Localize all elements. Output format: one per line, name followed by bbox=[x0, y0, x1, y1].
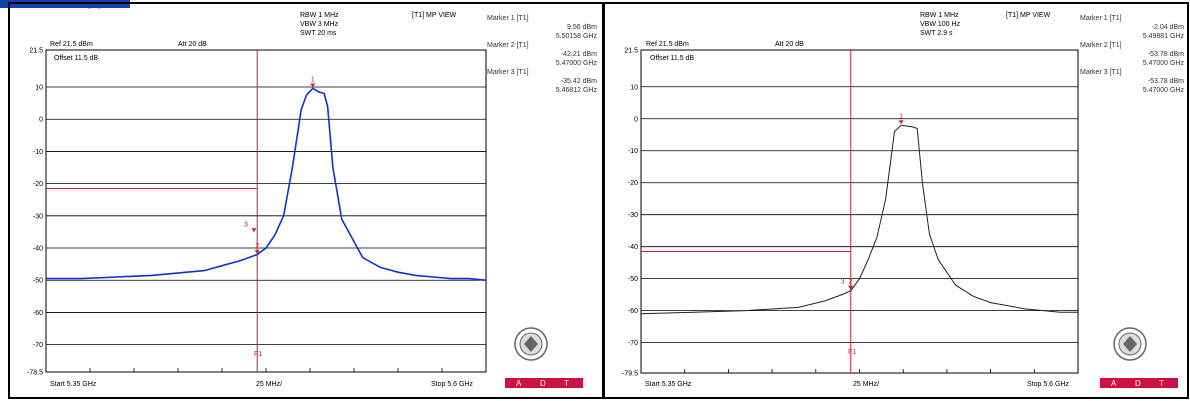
header-tab bbox=[0, 0, 130, 8]
y-tick-label-left: 10 bbox=[35, 85, 43, 92]
offset-label-left: Offset 11.5 dB bbox=[54, 55, 98, 62]
plot-area-left: 21.5 10 0 -10 -20 -30 -40 -50 -60 -70 -78.5 1 2 3 bbox=[27, 48, 487, 377]
certification-seal-icon bbox=[1113, 327, 1147, 361]
adt-bar-left: A D T bbox=[505, 378, 583, 388]
att-label-left: Att 20 dB bbox=[178, 41, 207, 48]
span-label-left: 25 MHz/ bbox=[256, 381, 282, 388]
y-tick-label-right: -20 bbox=[628, 180, 638, 187]
stop-label-right: Stop 5.6 GHz bbox=[1027, 381, 1070, 388]
y-tick-label-right: -50 bbox=[628, 276, 638, 283]
marker3-level-left: -35.42 dBm bbox=[560, 78, 597, 85]
certification-seal-icon bbox=[514, 327, 548, 361]
y-tick-label-left: -40 bbox=[33, 246, 43, 253]
marker3-title-right: Marker 3 [T1] bbox=[1080, 69, 1122, 76]
marker-panel-right: Marker 1 [T1] -2.04 dBm 5.49881 GHz Mark… bbox=[1080, 14, 1184, 95]
panel-right-frame bbox=[603, 2, 1189, 399]
limit-mark-right: F1 bbox=[848, 349, 856, 356]
marker-label-3-right: 3 bbox=[841, 279, 845, 286]
header-label: (b) bbox=[86, 0, 103, 9]
y-tick-label-left: -20 bbox=[33, 181, 43, 188]
y-tick-label-left: -50 bbox=[33, 278, 43, 285]
adt-a-right: A bbox=[1111, 379, 1117, 388]
marker-1-left bbox=[310, 83, 316, 88]
marker1-freq-left: 5.50158 GHz bbox=[555, 33, 597, 40]
marker-label-2-right: 2 bbox=[849, 279, 853, 286]
marker-label-1-right: 1 bbox=[899, 113, 903, 120]
marker-1-right bbox=[898, 120, 904, 125]
y-tick-label-right: -30 bbox=[628, 212, 638, 219]
marker2-level-right: -53.78 dBm bbox=[1147, 51, 1184, 58]
offset-label-right: Offset 11.5 dB bbox=[650, 55, 694, 62]
marker3-freq-left: 5.46812 GHz bbox=[555, 87, 597, 94]
swt-label-left: SWT 20 ms bbox=[300, 30, 337, 37]
adt-bar-right: A D T bbox=[1100, 378, 1178, 388]
mode-label-left: [T1] MP VIEW bbox=[412, 12, 457, 19]
y-tick-label-right: 0 bbox=[634, 116, 638, 123]
y-tick-label-left: -70 bbox=[33, 342, 43, 349]
y-tick-label-left: -10 bbox=[33, 149, 43, 156]
marker1-level-left: 9.56 dBm bbox=[567, 24, 597, 31]
swt-label-right: SWT 2.9 s bbox=[920, 30, 953, 37]
marker3-freq-right: 5.47000 GHz bbox=[1142, 87, 1184, 94]
y-tick-label-left: -30 bbox=[33, 213, 43, 220]
marker-label-3-left: 3 bbox=[244, 221, 248, 228]
limit-mark-left: F1 bbox=[254, 351, 262, 358]
marker-3-left bbox=[251, 228, 257, 233]
trace-line-right bbox=[640, 124, 1078, 315]
rbw-label-left: RBW 1 MHz bbox=[300, 12, 339, 19]
plot-area-right: 21.5 10 0 -10 -20 -30 -40 -50 -60 -70 -79.5 1 23 bbox=[622, 48, 1079, 378]
stop-label-left: Stop 5.6 GHz bbox=[431, 381, 474, 388]
y-tick-label-left: -60 bbox=[33, 310, 43, 317]
y-tick-label-right: 10 bbox=[630, 84, 638, 91]
marker1-title-left: Marker 1 [T1] bbox=[487, 15, 529, 22]
y-tick-label-right: -60 bbox=[628, 308, 638, 315]
marker2-title-left: Marker 2 [T1] bbox=[487, 42, 529, 49]
marker-3-right bbox=[848, 285, 854, 290]
vbw-label-right: VBW 100 Hz bbox=[920, 21, 961, 28]
rbw-label-right: RBW 1 MHz bbox=[920, 12, 959, 19]
marker3-level-right: -53.78 dBm bbox=[1147, 78, 1184, 85]
marker1-freq-right: 5.49881 GHz bbox=[1142, 33, 1184, 40]
marker1-level-right: -2.04 dBm bbox=[1151, 24, 1184, 31]
y-tick-label-left: -78.5 bbox=[27, 370, 43, 377]
adt-d-left: D bbox=[540, 379, 546, 388]
plot-frame-right bbox=[640, 49, 1079, 374]
y-tick-label-right: 21.5 bbox=[624, 48, 638, 55]
y-tick-label-right: -40 bbox=[628, 244, 638, 251]
adt-d-right: D bbox=[1135, 379, 1141, 388]
y-tick-label-left: 0 bbox=[39, 117, 43, 124]
y-tick-label-right: -79.5 bbox=[622, 371, 638, 378]
vbw-label-left: VBW 3 MHz bbox=[300, 21, 339, 28]
mode-label-right: [T1] MP VIEW bbox=[1006, 12, 1051, 19]
start-label-right: Start 5.35 GHz bbox=[645, 381, 692, 388]
ref-label-right: Ref 21.5 dBm bbox=[646, 41, 689, 48]
adt-t-right: T bbox=[1159, 379, 1164, 388]
marker2-freq-left: 5.47000 GHz bbox=[555, 60, 597, 67]
span-label-right: 25 MHz/ bbox=[853, 381, 879, 388]
adt-t-left: T bbox=[564, 379, 569, 388]
marker1-title-right: Marker 1 [T1] bbox=[1080, 15, 1122, 22]
marker-label-2-left: 2 bbox=[255, 243, 259, 250]
att-label-right: Att 20 dB bbox=[775, 41, 804, 48]
marker2-title-right: Marker 2 [T1] bbox=[1080, 42, 1122, 49]
marker-panel-left: Marker 1 [T1] 9.56 dBm 5.50158 GHz Marke… bbox=[487, 14, 597, 95]
marker-label-1-left: 1 bbox=[311, 76, 315, 83]
ref-label-left: Ref 21.5 dBm bbox=[50, 41, 93, 48]
marker-2-left bbox=[254, 250, 260, 255]
start-label-left: Start 5.35 GHz bbox=[50, 381, 97, 388]
y-tick-label-right: -70 bbox=[628, 340, 638, 347]
trace-line-left bbox=[46, 87, 487, 281]
marker2-freq-right: 5.47000 GHz bbox=[1142, 60, 1184, 67]
y-tick-label-right: -10 bbox=[628, 148, 638, 155]
marker2-level-left: -42.21 dBm bbox=[560, 51, 597, 58]
adt-a-left: A bbox=[516, 379, 522, 388]
y-tick-label-left: 21.5 bbox=[29, 48, 43, 55]
marker3-title-left: Marker 3 [T1] bbox=[487, 69, 529, 76]
